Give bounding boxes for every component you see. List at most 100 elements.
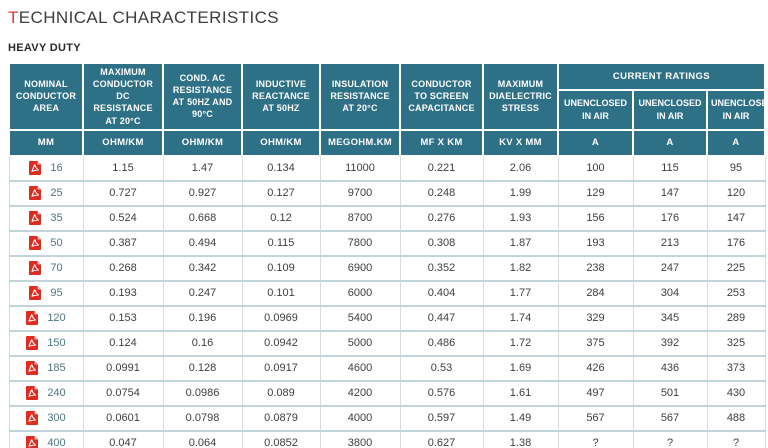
value-cell: 0.12 — [241, 204, 321, 231]
value-cell: 1.69 — [482, 354, 559, 381]
value-cell: 0.447 — [399, 304, 484, 331]
value-cell: 345 — [632, 304, 708, 331]
conductor-area-value: 95 — [50, 287, 63, 300]
value-cell: 304 — [632, 279, 708, 306]
value-cell: 0.597 — [399, 404, 484, 431]
value-cell: 1.49 — [482, 404, 559, 431]
value-cell: ? — [706, 429, 766, 448]
value-cell: 1.99 — [482, 179, 559, 206]
table-row: 95 0.193 0.247 0.101 6000 0.404 1.77 284… — [8, 279, 766, 306]
pdf-file-icon — [26, 361, 39, 376]
value-cell: 0.124 — [82, 329, 164, 356]
value-cell: 1.82 — [482, 254, 559, 281]
conductor-area-value: 400 — [47, 437, 66, 448]
pdf-download-link[interactable] — [29, 236, 42, 251]
value-cell: 4200 — [319, 379, 401, 406]
unit-a-3: A — [706, 128, 766, 157]
value-cell: 8700 — [319, 204, 401, 231]
value-cell: 430 — [706, 379, 766, 406]
conductor-area-cell: 150 — [8, 329, 84, 356]
value-cell: 0.308 — [399, 229, 484, 256]
conductor-area-value: 120 — [47, 312, 66, 325]
value-cell: 0.276 — [399, 204, 484, 231]
unit-ohm-km-3: OHM/KM — [241, 128, 321, 157]
value-cell: 238 — [557, 254, 634, 281]
unit-ohm-km-1: OHM/KM — [82, 128, 164, 157]
pdf-download-link[interactable] — [26, 436, 39, 448]
pdf-download-link[interactable] — [26, 311, 39, 326]
value-cell: 156 — [557, 204, 634, 231]
value-cell: 95 — [706, 154, 766, 181]
pdf-file-icon — [29, 261, 42, 276]
pdf-download-link[interactable] — [26, 336, 39, 351]
value-cell: 501 — [632, 379, 708, 406]
value-cell: 147 — [706, 204, 766, 231]
value-cell: 0.486 — [399, 329, 484, 356]
value-cell: 0.727 — [82, 179, 164, 206]
col-group-current-ratings: CURRENT RATINGS — [557, 61, 766, 92]
value-cell: 0.342 — [162, 254, 243, 281]
value-cell: 0.524 — [82, 204, 164, 231]
col-header-max-dc-resistance: MAXIMUM CONDUCTOR DC RESISTANCE AT 20°C — [82, 62, 164, 131]
col-header-unenclosed-in-air-1: UNENCLOSED IN AIR — [557, 89, 634, 131]
value-cell: 1.61 — [482, 379, 559, 406]
value-cell: 436 — [632, 354, 708, 381]
value-cell: 0.927 — [162, 179, 243, 206]
value-cell: 4000 — [319, 404, 401, 431]
value-cell: 488 — [706, 404, 766, 431]
table-row: 150 0.124 0.16 0.0942 5000 0.486 1.72 37… — [8, 329, 766, 356]
pdf-download-link[interactable] — [26, 386, 39, 401]
pdf-file-icon — [29, 211, 42, 226]
table-row: 300 0.0601 0.0798 0.0879 4000 0.597 1.49… — [8, 404, 766, 431]
conductor-area-value: 35 — [50, 212, 63, 225]
page-title: TECHNICAL CHARACTERISTICS — [8, 8, 762, 28]
table-header: NOMINAL CONDUCTOR AREA MAXIMUM CONDUCTOR… — [8, 61, 768, 157]
conductor-area-cell: 400 — [8, 429, 84, 448]
pdf-download-link[interactable] — [26, 361, 39, 376]
value-cell: 373 — [706, 354, 766, 381]
value-cell: 0.0601 — [82, 404, 164, 431]
value-cell: 253 — [706, 279, 766, 306]
pdf-download-link[interactable] — [29, 211, 42, 226]
value-cell: 375 — [557, 329, 634, 356]
value-cell: 0.404 — [399, 279, 484, 306]
table-row: 70 0.268 0.342 0.109 6900 0.352 1.82 238… — [8, 254, 766, 281]
value-cell: 0.352 — [399, 254, 484, 281]
pdf-download-link[interactable] — [26, 411, 39, 426]
value-cell: 176 — [632, 204, 708, 231]
value-cell: 0.668 — [162, 204, 243, 231]
value-cell: 3800 — [319, 429, 401, 448]
table-row: 25 0.727 0.927 0.127 9700 0.248 1.99 129… — [8, 179, 766, 206]
unit-mm: MM — [8, 128, 84, 157]
unit-a-2: A — [632, 128, 708, 157]
col-header-inductive-reactance: INDUCTIVE REACTANCE AT 50HZ — [241, 62, 321, 131]
value-cell: 0.109 — [241, 254, 321, 281]
table-row: 35 0.524 0.668 0.12 8700 0.276 1.93 156 … — [8, 204, 766, 231]
conductor-area-value: 300 — [47, 412, 66, 425]
value-cell: 213 — [632, 229, 708, 256]
table-row: 50 0.387 0.494 0.115 7800 0.308 1.87 193… — [8, 229, 766, 256]
pdf-download-link[interactable] — [29, 186, 42, 201]
value-cell: 426 — [557, 354, 634, 381]
value-cell: 0.047 — [82, 429, 164, 448]
value-cell: 0.221 — [399, 154, 484, 181]
value-cell: 0.53 — [399, 354, 484, 381]
table-row: 400 0.047 0.064 0.0852 3800 0.627 1.38 ?… — [8, 429, 766, 448]
value-cell: 5000 — [319, 329, 401, 356]
value-cell: 392 — [632, 329, 708, 356]
value-cell: 497 — [557, 379, 634, 406]
conductor-area-value: 70 — [50, 262, 63, 275]
value-cell: 0.247 — [162, 279, 243, 306]
value-cell: 0.193 — [82, 279, 164, 306]
pdf-file-icon — [26, 336, 39, 351]
pdf-download-link[interactable] — [29, 286, 42, 301]
value-cell: 9700 — [319, 179, 401, 206]
value-cell: ? — [632, 429, 708, 448]
value-cell: 2.06 — [482, 154, 559, 181]
pdf-download-link[interactable] — [29, 161, 42, 176]
conductor-area-cell: 25 — [8, 179, 84, 206]
value-cell: 325 — [706, 329, 766, 356]
value-cell: 0.115 — [241, 229, 321, 256]
pdf-download-link[interactable] — [29, 261, 42, 276]
